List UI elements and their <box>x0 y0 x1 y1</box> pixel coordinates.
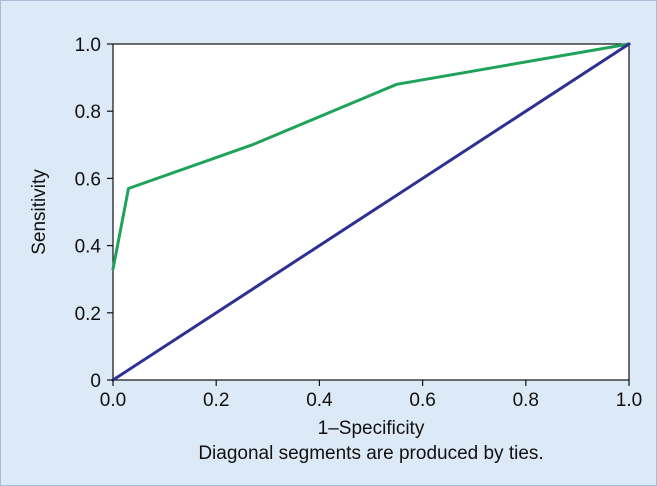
roc-curve-line <box>111 42 631 271</box>
x-tick-label: 0.0 <box>100 390 126 411</box>
y-tick-label: 0.2 <box>75 304 101 325</box>
x-tick-label: 0.2 <box>203 390 229 411</box>
x-axis-title: 1–Specificity <box>318 418 425 439</box>
y-tick-label: 0.4 <box>75 237 102 258</box>
chart-annotation: Diagonal segments are produced by ties. <box>198 443 543 464</box>
x-tick-label: 0.8 <box>513 390 539 411</box>
axis-layer: 0.0 0.2 0.4 0.6 0.8 1.0 0 0.2 0.4 0.6 0.8 1.0 <box>75 35 643 411</box>
reference-diagonal-line <box>111 42 631 382</box>
x-tick-label: 1.0 <box>616 390 642 411</box>
y-axis-title: Sensitivity <box>29 169 50 255</box>
y-tick-label: 0.6 <box>75 169 101 190</box>
y-tick-label: 0.8 <box>75 102 101 123</box>
y-tick-label: 1.0 <box>75 35 101 56</box>
y-tick-label: 0 <box>90 371 101 392</box>
series-layer <box>111 42 631 382</box>
x-tick-label: 0.4 <box>306 390 333 411</box>
x-tick-label: 0.6 <box>409 390 435 411</box>
